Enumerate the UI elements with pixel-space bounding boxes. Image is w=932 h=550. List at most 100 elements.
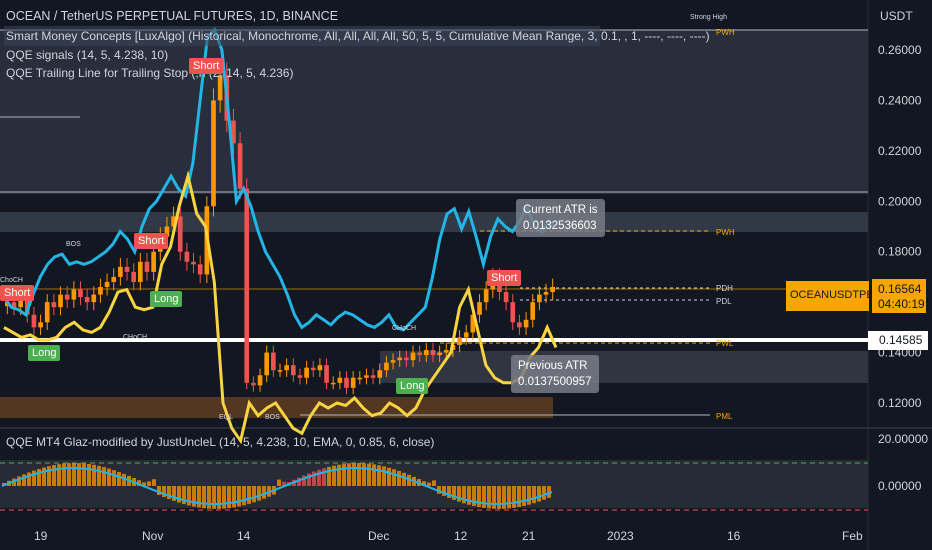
- osc-bar: [362, 463, 366, 486]
- osc-bar: [172, 486, 176, 501]
- osc-bar: [157, 486, 161, 495]
- candle-body: [284, 365, 289, 371]
- candle-body: [510, 302, 516, 323]
- time-tick-5: 21: [522, 529, 536, 543]
- osc-bar: [252, 486, 256, 503]
- candle-body: [457, 337, 462, 346]
- candle-body: [197, 264, 203, 275]
- osc-bar: [277, 479, 281, 486]
- candle-body: [71, 289, 77, 300]
- osc-bar: [192, 486, 196, 507]
- candle-body: [304, 367, 309, 378]
- candle-body: [310, 367, 316, 371]
- indicator-qqe-trailing[interactable]: QQE Trailing Line for Trailing Stop (,h …: [6, 66, 294, 80]
- current-price: 0.16564: [878, 282, 922, 296]
- candle-body: [31, 314, 37, 328]
- osc-bar: [82, 463, 86, 486]
- price-axis-currency: USDT: [880, 9, 913, 23]
- osc-bar: [117, 471, 121, 486]
- indicator-qqe-signals[interactable]: QQE signals (14, 5, 4.238, 10): [6, 48, 169, 62]
- candle-body: [78, 289, 83, 298]
- candle-body: [384, 362, 389, 371]
- candle-body: [330, 382, 336, 385]
- time-tick-1: Nov: [142, 529, 163, 543]
- candle-body: [324, 365, 329, 383]
- osc-bar: [522, 486, 526, 506]
- osc-bar: [487, 486, 491, 509]
- pwh-label: PWH: [716, 28, 735, 37]
- candle-body: [517, 322, 522, 328]
- time-tick-6: 2023: [607, 529, 634, 543]
- osc-tick-1: 0.00000: [878, 479, 922, 493]
- osc-bar: [212, 486, 216, 509]
- zone-mid: [380, 351, 868, 383]
- osc-bar: [547, 486, 551, 498]
- eql-label: EQL: [219, 414, 233, 421]
- candle-body: [244, 188, 250, 383]
- candle-body: [470, 314, 476, 333]
- osc-bar: [77, 463, 81, 486]
- osc-bar: [42, 467, 46, 486]
- osc-bar: [322, 468, 326, 486]
- osc-bar: [432, 480, 436, 486]
- osc-bar: [52, 465, 56, 486]
- osc-bar: [32, 470, 36, 486]
- osc-bar: [262, 486, 266, 499]
- candle-body: [144, 261, 150, 272]
- choch-label: CHoCH: [123, 334, 147, 341]
- zone-bottom: [0, 397, 553, 418]
- bos-label-2: BOS: [265, 414, 280, 421]
- candle-body: [98, 287, 103, 295]
- osc-bar: [142, 482, 146, 486]
- indicator-qqe-mt4[interactable]: QQE MT4 Glaz-modified by JustUncleL (14,…: [6, 435, 435, 449]
- candle-body: [437, 352, 442, 356]
- candle-body: [11, 302, 17, 308]
- strong-high-label: Strong High: [690, 14, 727, 21]
- osc-bar: [87, 464, 91, 486]
- candle-body: [370, 375, 376, 378]
- price-tick-0: 0.26000: [878, 43, 922, 57]
- osc-bar: [397, 470, 401, 486]
- osc-bar: [67, 463, 71, 486]
- pdl-label: PDL: [716, 297, 732, 306]
- previous-atr-callout: Previous ATR 0.0137500957: [511, 355, 599, 393]
- bos-label-1: BOS: [66, 241, 81, 248]
- osc-bar: [457, 486, 461, 502]
- price-tick-3: 0.20000: [878, 194, 922, 208]
- osc-bar: [482, 486, 486, 508]
- candle-body: [364, 375, 369, 378]
- osc-bar: [257, 486, 261, 501]
- osc-bar: [97, 465, 101, 486]
- osc-bar: [377, 465, 381, 486]
- osc-bar: [497, 486, 501, 509]
- osc-bar: [372, 464, 376, 486]
- osc-bar: [447, 486, 451, 498]
- candle-body: [251, 382, 256, 386]
- candle-body: [537, 294, 542, 303]
- short-signal-2: Short: [134, 233, 169, 249]
- osc-bar: [477, 486, 481, 508]
- candle-body: [503, 292, 509, 303]
- osc-tick-0: 20.00000: [878, 432, 928, 446]
- long-signal-2: Long: [150, 291, 183, 307]
- osc-bar: [162, 486, 166, 498]
- candle-body: [264, 352, 270, 376]
- current-atr-line1: Current ATR is: [523, 204, 598, 216]
- lower-band-line: [3, 170, 558, 445]
- osc-bar: [47, 466, 51, 486]
- candle-body: [377, 370, 383, 378]
- osc-bar: [22, 474, 26, 486]
- candle-body: [257, 375, 263, 386]
- candle-body: [231, 120, 236, 144]
- short-signal-4: Short: [487, 270, 522, 286]
- osc-bar: [102, 467, 106, 486]
- current-atr-line2: 0.0132536603: [523, 220, 597, 232]
- candle-body: [24, 297, 30, 315]
- candle-body: [290, 365, 296, 376]
- candle-body: [443, 350, 449, 353]
- osc-bar: [347, 463, 351, 486]
- indicator-smc[interactable]: Smart Money Concepts [LuxAlgo] (Historic…: [6, 29, 710, 43]
- osc-bar: [437, 486, 441, 494]
- osc-bar: [382, 466, 386, 486]
